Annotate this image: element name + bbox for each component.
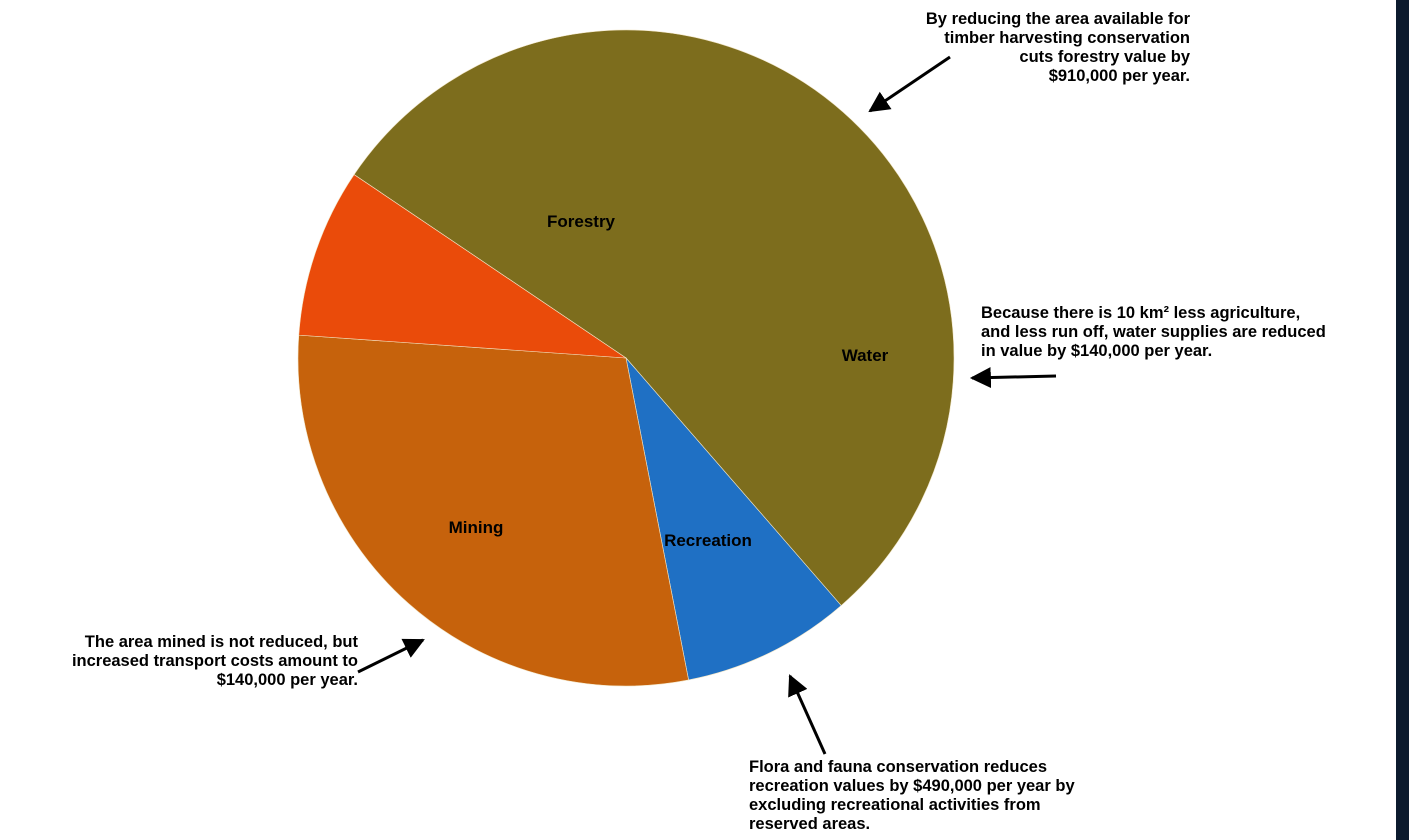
pie-slice-water bbox=[625, 356, 842, 681]
pie-slice-mining bbox=[298, 174, 628, 359]
annotation-recreation-line: Flora and fauna conservation reduces bbox=[749, 758, 1047, 776]
annotation-mining-line: increased transport costs amount to bbox=[71, 652, 358, 670]
annotation-mining-line: The area mined is not reduced, but bbox=[84, 633, 358, 651]
pie-slice-recreation bbox=[297, 334, 689, 687]
page-edge-strip bbox=[1396, 0, 1409, 840]
annotation-forestry-line: $910,000 per year. bbox=[1048, 67, 1190, 85]
annotation-recreation-line: reserved areas. bbox=[749, 815, 871, 833]
annotation-forestry: By reducing the area available for timbe… bbox=[800, 10, 1190, 86]
annotation-forestry-line: cuts forestry value by bbox=[1019, 48, 1190, 66]
annotation-water-line: Because there is 10 km² less agriculture… bbox=[981, 304, 1301, 322]
slice-label-recreation: Recreation bbox=[664, 531, 752, 550]
annotation-forestry-line: timber harvesting conservation bbox=[944, 29, 1190, 47]
annotation-mining: The area mined is not reduced, but incre… bbox=[4, 633, 358, 690]
annotation-water-line: in value by $140,000 per year. bbox=[981, 342, 1213, 360]
arrow-mining bbox=[357, 638, 425, 674]
pie-slices bbox=[297, 29, 955, 687]
annotation-arrows bbox=[357, 55, 1057, 755]
pie-slice-forestry bbox=[353, 29, 955, 606]
slice-label-mining: Mining bbox=[449, 518, 504, 537]
annotation-recreation: Flora and fauna conservation reduces rec… bbox=[749, 758, 1169, 834]
annotation-water: Because there is 10 km² less agriculture… bbox=[981, 304, 1401, 361]
arrow-water bbox=[969, 367, 1057, 389]
slice-label-forestry: Forestry bbox=[547, 212, 616, 231]
annotation-water-line: and less run off, water supplies are red… bbox=[981, 323, 1326, 341]
arrow-recreation bbox=[788, 674, 827, 755]
pie-slice-labels: Forestry Water Recreation Mining bbox=[449, 212, 889, 550]
annotation-recreation-line: recreation values by $490,000 per year b… bbox=[749, 777, 1075, 795]
arrow-forestry bbox=[868, 55, 951, 113]
annotation-forestry-line: By reducing the area available for bbox=[925, 10, 1190, 28]
annotation-mining-line: $140,000 per year. bbox=[216, 671, 358, 689]
slice-label-water: Water bbox=[842, 346, 889, 365]
annotation-recreation-line: excluding recreational activities from bbox=[749, 796, 1041, 814]
